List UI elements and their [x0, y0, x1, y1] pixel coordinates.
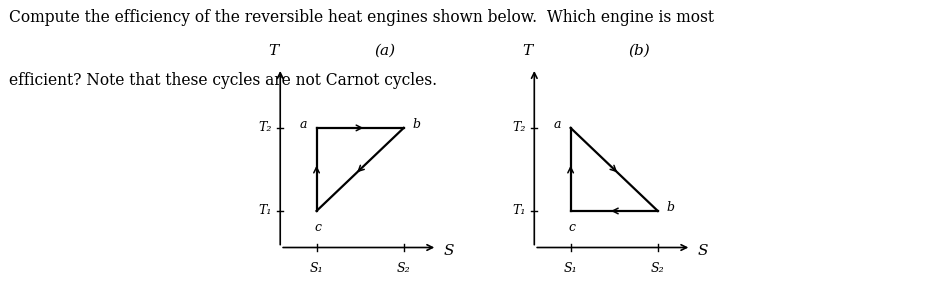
Text: S₂: S₂ [651, 263, 664, 275]
Text: T₂: T₂ [258, 121, 272, 135]
Text: T: T [522, 44, 532, 58]
Text: a: a [554, 118, 561, 131]
Text: c: c [568, 221, 576, 234]
Text: S₁: S₁ [564, 263, 578, 275]
Text: S: S [443, 244, 454, 258]
Text: T: T [268, 44, 278, 58]
Text: T₂: T₂ [512, 121, 526, 135]
Text: b: b [413, 118, 421, 131]
Text: a: a [300, 118, 307, 131]
Text: T₁: T₁ [512, 205, 526, 217]
Text: S₂: S₂ [397, 263, 410, 275]
Text: (a): (a) [375, 44, 395, 58]
Text: Compute the efficiency of the reversible heat engines shown below.  Which engine: Compute the efficiency of the reversible… [9, 9, 714, 26]
Text: T₁: T₁ [258, 205, 272, 217]
Text: (b): (b) [628, 44, 650, 58]
Text: efficient? Note that these cycles are not Carnot cycles.: efficient? Note that these cycles are no… [9, 72, 438, 89]
Text: S₁: S₁ [310, 263, 324, 275]
Text: c: c [314, 221, 322, 234]
Text: b: b [667, 201, 675, 214]
Text: S: S [697, 244, 708, 258]
